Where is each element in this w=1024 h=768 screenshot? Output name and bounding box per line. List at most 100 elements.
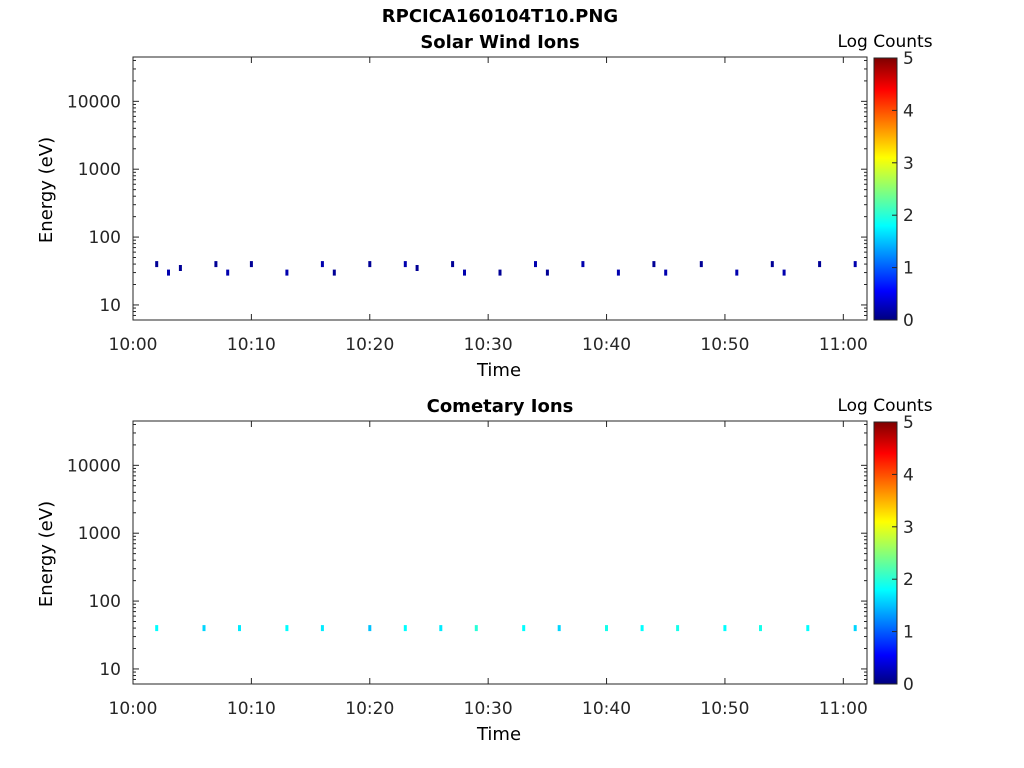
x-tick-label: 11:00 [819, 335, 868, 355]
y-tick-label: 1000 [78, 160, 121, 180]
data-cell [616, 269, 620, 276]
y-tick-label: 10000 [67, 92, 121, 112]
data-cell [605, 625, 608, 632]
data-cell [474, 625, 478, 632]
solar-wind-cells [155, 261, 857, 276]
data-cell [557, 625, 561, 632]
data-cell [652, 261, 656, 268]
solar-wind-plot-frame [132, 56, 868, 321]
data-cell [238, 625, 241, 632]
data-cell [320, 625, 324, 632]
data-cell [853, 625, 857, 632]
colorbar-tick-label: 1 [903, 623, 914, 643]
figure-title: RPCICA160104T10.PNG [381, 6, 619, 27]
cometary-colorbar-ticks: 0 1 2 3 4 5 [892, 413, 914, 695]
y-tick-label: 10000 [67, 456, 121, 476]
y-tick-label: 1000 [78, 524, 121, 544]
data-cell [545, 269, 549, 276]
cometary-title: Cometary Ions [427, 396, 574, 417]
x-tick-label: 10:10 [227, 699, 276, 719]
data-cell [581, 261, 585, 268]
data-cell [640, 625, 644, 632]
x-tick-label: 10:20 [345, 335, 394, 355]
data-cell [155, 261, 159, 268]
data-cell [451, 261, 455, 268]
data-cell [214, 261, 218, 268]
data-cell [806, 625, 810, 632]
data-cell [699, 261, 703, 268]
data-cell [332, 269, 336, 276]
x-tick-label: 10:30 [464, 699, 513, 719]
solar-wind-colorbar-ticks: 0 1 2 3 4 5 [892, 49, 914, 331]
x-tick-label: 10:20 [345, 699, 394, 719]
colorbar-tick-label: 5 [903, 49, 914, 69]
data-cell [368, 625, 372, 632]
data-cell [664, 269, 668, 276]
data-cell [368, 261, 372, 268]
colorbar-tick-label: 1 [903, 259, 914, 279]
data-cell [853, 261, 857, 268]
cometary-colorbar [873, 421, 898, 685]
colorbar-tick-label: 4 [903, 465, 914, 485]
x-tick-label: 10:50 [700, 335, 749, 355]
data-cell [202, 625, 206, 632]
y-tick-label: 100 [89, 592, 121, 612]
solar-wind-colorbar-label: Log Counts [837, 32, 932, 52]
colorbar-tick-label: 2 [903, 206, 914, 226]
solar-wind-x-ticks: 10:00 10:10 10:20 10:30 10:40 10:50 11:00 [109, 57, 868, 355]
x-tick-label: 10:40 [582, 335, 631, 355]
y-tick-label: 100 [89, 228, 121, 248]
solar-wind-panel: Solar Wind Ions 10:00 10:10 10:20 10:30 10:4… [36, 32, 933, 381]
solar-wind-title: Solar Wind Ions [420, 32, 579, 53]
data-cell [155, 625, 159, 632]
y-tick-label: 10 [99, 296, 121, 316]
cometary-colorbar-label: Log Counts [837, 396, 932, 416]
solar-wind-colorbar [873, 57, 898, 321]
data-cell [403, 625, 407, 632]
x-tick-label: 10:10 [227, 335, 276, 355]
solar-wind-y-label: Energy (eV) [36, 137, 57, 243]
data-cell [463, 269, 466, 276]
data-cell [285, 269, 289, 276]
data-cell [782, 269, 786, 276]
data-cell [534, 261, 537, 268]
cometary-x-label: Time [476, 724, 521, 745]
data-cell [285, 625, 289, 632]
x-tick-label: 10:30 [464, 335, 513, 355]
x-tick-label: 11:00 [819, 699, 868, 719]
data-cell [818, 261, 822, 268]
cometary-panel: Cometary Ions 10:00 10:10 10:20 10:30 10:40 1… [36, 396, 933, 745]
data-cell [498, 269, 502, 276]
data-cell [770, 261, 774, 268]
cometary-plot-frame [132, 420, 868, 685]
y-tick-label: 10 [99, 660, 121, 680]
data-cell [676, 625, 680, 632]
solar-wind-y-ticks: 10 100 1000 10000 [67, 59, 867, 321]
colorbar-tick-label: 4 [903, 101, 914, 121]
colorbar-tick-label: 0 [903, 675, 914, 695]
data-cell [759, 625, 762, 632]
data-cell [439, 625, 443, 632]
data-cell [403, 261, 407, 268]
data-cell [320, 261, 324, 268]
colorbar-tick-label: 5 [903, 413, 914, 433]
cometary-cells [155, 625, 857, 632]
data-cell [522, 625, 526, 632]
x-tick-label: 10:00 [109, 335, 158, 355]
cometary-y-label: Energy (eV) [36, 501, 57, 607]
data-cell [167, 269, 170, 276]
cometary-x-ticks: 10:00 10:10 10:20 10:30 10:40 10:50 11:00 [109, 421, 868, 719]
data-cell [249, 261, 253, 268]
data-cell [226, 269, 230, 276]
data-cell [723, 625, 727, 632]
cometary-y-ticks: 10 100 1000 10000 [67, 423, 867, 685]
data-cell [178, 265, 182, 271]
colorbar-tick-label: 0 [903, 311, 914, 331]
data-cell [735, 269, 739, 276]
x-tick-label: 10:40 [582, 699, 631, 719]
colorbar-tick-label: 3 [903, 154, 914, 174]
x-tick-label: 10:00 [109, 699, 158, 719]
colorbar-tick-label: 3 [903, 518, 914, 538]
solar-wind-x-label: Time [476, 360, 521, 381]
